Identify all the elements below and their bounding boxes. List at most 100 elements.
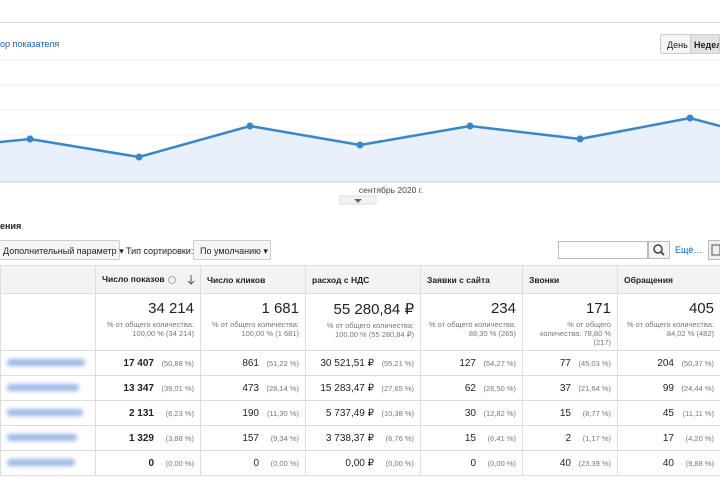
total-note: % от общего количества: 78,80 % (217) <box>540 320 611 347</box>
blurred-link <box>7 358 85 366</box>
value-cell: 77 (45,03 %) <box>522 350 618 376</box>
total-note: % от общего количества: 84,02 % (482) <box>626 320 714 338</box>
value-cell: 2 131 (6,23 %) <box>95 400 201 426</box>
cell-share: (8,77 %) <box>582 408 611 418</box>
cell-share: (12,82 %) <box>483 408 516 418</box>
cell-share: (27,65 %) <box>381 383 414 393</box>
cell-share: (10,38 %) <box>381 408 414 418</box>
column-header[interactable]: расход с НДС <box>305 265 421 294</box>
cell-share: (0,00 %) <box>270 458 299 468</box>
divider <box>0 22 720 23</box>
cell-share: (6,76 %) <box>385 433 414 443</box>
chart <box>0 59 720 205</box>
dimension-cell <box>0 375 96 401</box>
cell-share: (21,64 %) <box>578 383 611 393</box>
column-header-text: Обращения <box>624 274 673 285</box>
column-header[interactable]: Обращения <box>617 265 720 294</box>
dimension-cell <box>0 450 96 476</box>
value-cell: 45 (11,11 %) <box>617 400 720 426</box>
cell-value: 40 <box>559 457 571 469</box>
week-button[interactable]: Недел <box>690 34 720 54</box>
cell-share: (11,30 %) <box>267 408 299 418</box>
column-header[interactable]: Звонки <box>522 265 618 294</box>
more-link[interactable]: Ещё… <box>675 245 703 255</box>
search-button[interactable] <box>648 241 670 259</box>
value-cell: 2 (1,17 %) <box>522 425 618 451</box>
value-cell: 473 (28,14 %) <box>200 375 306 401</box>
cell-share: (45,03 %) <box>578 358 611 368</box>
cell-share: (51,22 %) <box>266 358 299 368</box>
data-table: Число показов Число кликов расход с НДС Зая… <box>0 265 720 476</box>
sort-select-text: По умолчанию <box>200 246 261 256</box>
total-cell: 234 % от общего количества: 88,30 % (265) <box>420 293 523 351</box>
value-cell: 861 (51,22 %) <box>200 350 306 376</box>
cell-share: (11,11 %) <box>682 408 714 418</box>
cell-value: 190 <box>242 407 259 419</box>
dimension-cell <box>0 350 96 376</box>
value-cell: 37 (21,64 %) <box>522 375 618 401</box>
column-header[interactable]: Число показов <box>95 265 201 294</box>
x-label: сентябрь 2020 г. <box>358 185 424 195</box>
section-title: ения <box>0 221 22 231</box>
data-row: 0 (0,00 %) 0 (0,00 %) 0,00 ₽ (0,00 %) 0 (0,00 %… <box>0 450 720 476</box>
cell-value: 0 <box>253 457 259 469</box>
value-cell: 0 (0,00 %) <box>95 450 201 476</box>
area <box>0 118 720 182</box>
value-cell: 1 329 (3,88 %) <box>95 425 201 451</box>
total-value: 405 <box>688 300 714 317</box>
value-cell: 0 (0,00 %) <box>200 450 306 476</box>
handle-arrow <box>354 199 362 203</box>
value-cell: 30 521,51 ₽ (55,21 %) <box>305 350 421 376</box>
cell-share: (9,88 %) <box>685 458 714 468</box>
sort-select[interactable]: По умолчанию ▾ <box>193 240 271 260</box>
totals-row: 34 214 % от общего количества: 100,00 % (… <box>0 293 720 351</box>
total-value: 234 <box>490 300 516 317</box>
column-header-text: расход с НДС <box>312 274 370 285</box>
view-toggle[interactable] <box>708 240 720 260</box>
metric-picker[interactable]: ор показателя <box>0 39 60 49</box>
total-note: % от общего количества: 100,00 % (1 681) <box>211 320 299 338</box>
cell-value: 2 <box>565 432 571 444</box>
cell-value: 15 283,47 ₽ <box>320 382 374 394</box>
cell-value: 861 <box>242 357 259 369</box>
value-cell: 204 (50,37 %) <box>617 350 720 376</box>
cell-value: 5 737,49 ₽ <box>325 407 374 419</box>
dimension-cell <box>0 400 96 426</box>
cell-share: (1,17 %) <box>582 433 611 443</box>
secondary-dimension[interactable]: Дополнительный параметр ▾ <box>0 240 124 260</box>
column-header-text: Число показов <box>102 274 165 285</box>
total-cell: 171 % от общего количества: 78,80 % (217) <box>522 293 618 351</box>
cell-share: (23,39 %) <box>578 458 611 468</box>
total-cell: 1 681 % от общего количества: 100,00 % (1… <box>200 293 306 351</box>
cell-share: (24,44 %) <box>681 383 714 393</box>
cell-share: (6,41 %) <box>487 433 516 443</box>
cell-share: (3,88 %) <box>165 433 194 443</box>
total-cell: 55 280,84 ₽ % от общего количества: 100,0… <box>305 293 421 351</box>
value-cell: 15 283,47 ₽ (27,65 %) <box>305 375 421 401</box>
cell-share: (26,50 %) <box>483 383 516 393</box>
cell-value: 15 <box>464 432 476 444</box>
dimension-header <box>0 265 96 294</box>
value-cell: 5 737,49 ₽ (10,38 %) <box>305 400 421 426</box>
value-cell: 0 (0,00 %) <box>420 450 523 476</box>
data-row: 2 131 (6,23 %) 190 (11,30 %) 5 737,49 ₽ (10,3… <box>0 400 720 426</box>
blurred-link <box>7 458 75 466</box>
blurred-link <box>7 383 79 391</box>
cell-share: (0,00 %) <box>165 458 194 468</box>
total-note: % от общего количества: 100,00 % (34 214… <box>106 320 194 338</box>
search-input[interactable] <box>558 241 648 259</box>
value-cell: 3 738,37 ₽ (6,76 %) <box>305 425 421 451</box>
cell-share: (6,23 %) <box>165 408 194 418</box>
total-note: % от общего количества: 88,30 % (265) <box>428 320 516 338</box>
cell-value: 40 <box>662 457 674 469</box>
value-cell: 17 (4,20 %) <box>617 425 720 451</box>
value-cell: 15 (6,41 %) <box>420 425 523 451</box>
totals-label-cell <box>0 293 96 351</box>
column-header[interactable]: Число кликов <box>200 265 306 294</box>
value-cell: 13 347 (39,01 %) <box>95 375 201 401</box>
cell-share: (28,14 %) <box>266 383 299 393</box>
cell-value: 3 738,37 ₽ <box>325 432 374 444</box>
sort-label: Тип сортировки: <box>126 246 194 256</box>
column-header[interactable]: Заявки с сайта <box>420 265 523 294</box>
